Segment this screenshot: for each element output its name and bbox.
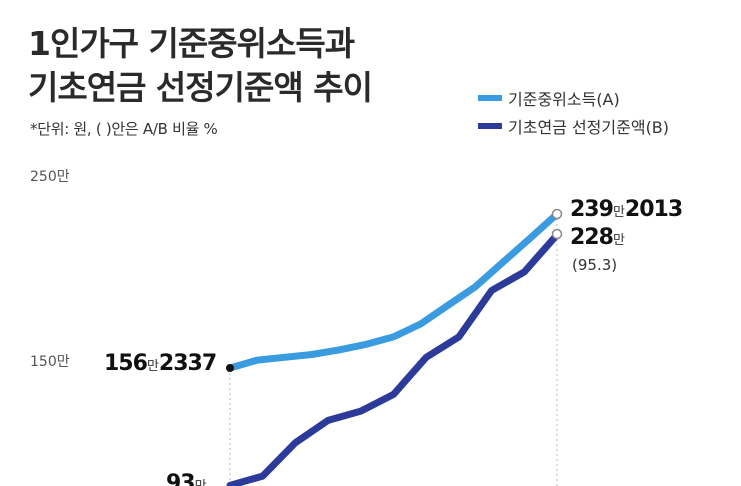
label-b-end-ratio: (95.3) xyxy=(572,256,617,274)
label-b-end: 228만 xyxy=(570,225,625,250)
label-b-start: 93만 xyxy=(166,471,207,486)
legend-item-b: 기초연금 선정기준액(B) xyxy=(478,112,669,140)
label-a-start: 156만2337 xyxy=(104,351,216,376)
end-marker-b xyxy=(551,228,563,240)
legend-label-b: 기초연금 선정기준액(B) xyxy=(508,118,670,137)
y-tick-label: 150만 xyxy=(30,354,70,370)
legend-swatch-a xyxy=(478,95,502,101)
legend-item-a: 기준중위소득(A) xyxy=(478,84,669,112)
title-line-2: 기초연금 선정기준액 추이 xyxy=(28,68,373,107)
label-a-end: 239만2013 xyxy=(570,197,682,222)
end-marker-a xyxy=(551,208,563,220)
series-line-median-income xyxy=(226,210,561,372)
unit-note: *단위: 원, ( )안은 A/B 비율 % xyxy=(30,120,218,138)
legend-swatch-b xyxy=(478,123,502,129)
start-marker-a xyxy=(226,364,234,372)
chart-title: 1인가구 기준중위소득과 기초연금 선정기준액 추이 xyxy=(28,22,373,110)
y-tick-label: 250만 xyxy=(30,169,70,185)
legend: 기준중위소득(A) 기초연금 선정기준액(B) xyxy=(478,84,669,140)
title-line-1: 1인가구 기준중위소득과 xyxy=(28,24,355,63)
series-line-basic-pension xyxy=(226,231,561,486)
legend-label-a: 기준중위소득(A) xyxy=(508,90,620,109)
